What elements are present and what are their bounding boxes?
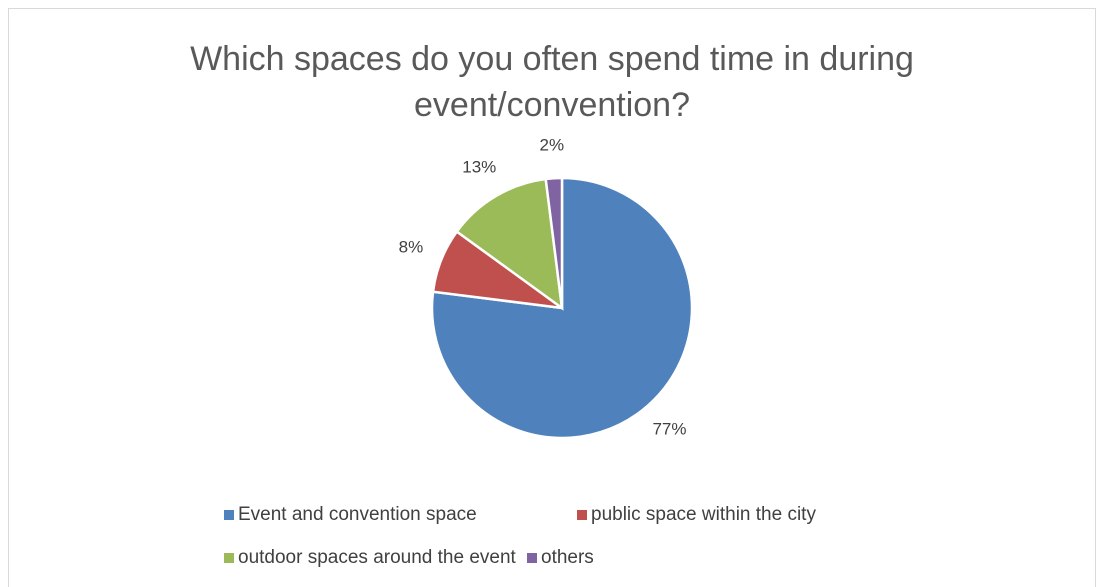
data-label: 8% bbox=[399, 238, 424, 257]
chart-frame bbox=[8, 8, 1096, 587]
data-label: 13% bbox=[462, 158, 496, 177]
data-label: 77% bbox=[652, 419, 686, 438]
legend-swatch bbox=[224, 510, 234, 520]
chart-title: Which spaces do you often spend time in … bbox=[190, 40, 914, 124]
legend-label: outdoor spaces around the event bbox=[238, 547, 517, 568]
legend-label: public space within the city bbox=[591, 504, 816, 525]
legend-swatch bbox=[577, 510, 587, 520]
legend-swatch bbox=[224, 553, 234, 563]
legend-label: others bbox=[541, 547, 594, 568]
pie-slice bbox=[544, 176, 564, 309]
pie-slice bbox=[455, 177, 564, 311]
legend-swatch bbox=[527, 553, 537, 563]
legend-label: Event and convention space bbox=[238, 504, 477, 525]
data-label: 2% bbox=[540, 135, 565, 154]
